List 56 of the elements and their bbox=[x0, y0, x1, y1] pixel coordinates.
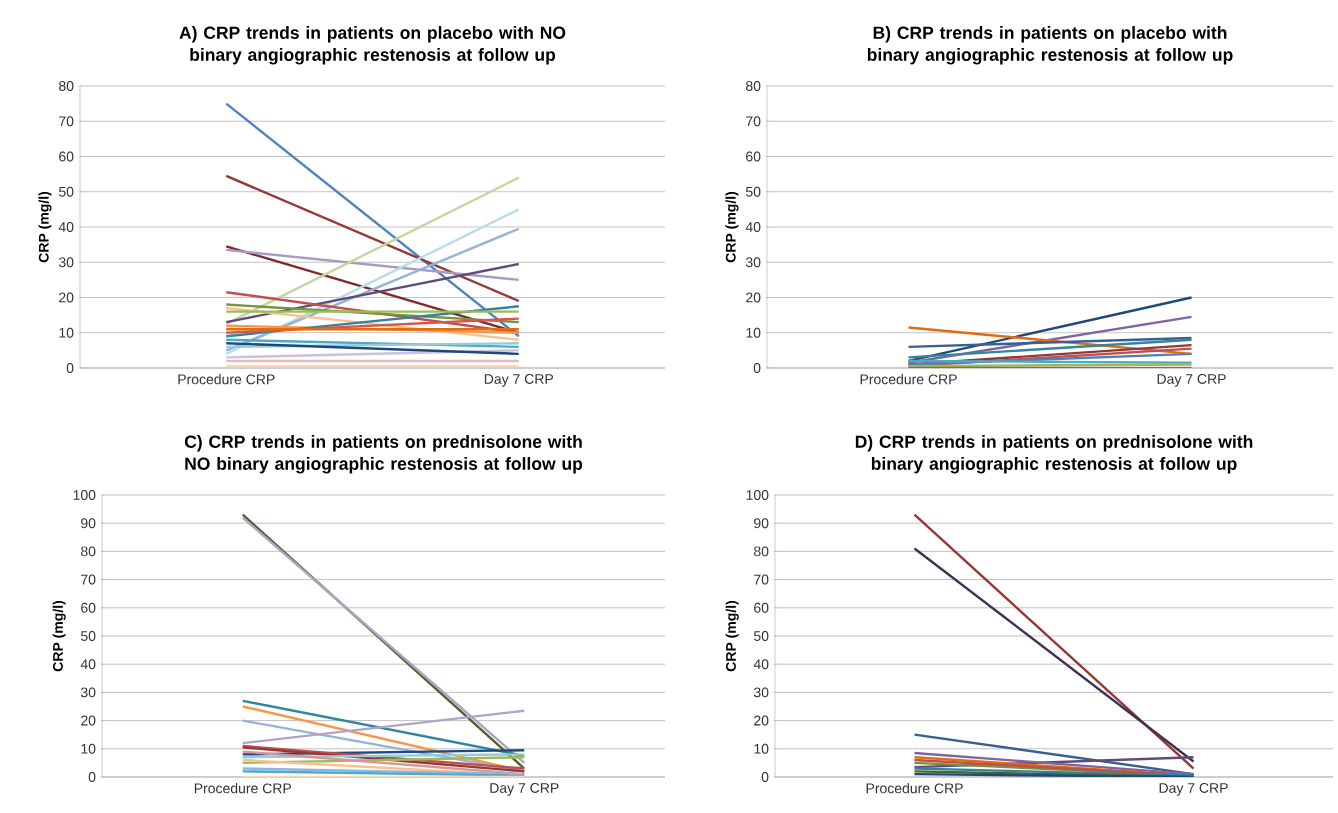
y-tick-label: 10 bbox=[754, 743, 769, 754]
y-axis-title: CRP (mg/l) bbox=[52, 600, 66, 672]
y-tick-label: 50 bbox=[753, 631, 769, 641]
y-tick-label: 30 bbox=[58, 257, 74, 268]
y-tick-label: 0 bbox=[88, 772, 96, 782]
y-tick-label: 10 bbox=[59, 327, 74, 338]
y-axis-title: CRP (mg/l) bbox=[725, 600, 739, 672]
y-tick-label: 80 bbox=[81, 546, 96, 557]
y-tick-label: 30 bbox=[753, 687, 769, 698]
chart-title: C) CRP trends in patients on prednisolone with NO binary angiographic restenosis at follow up bbox=[184, 435, 583, 474]
y-axis-title: CRP (mg/l) bbox=[38, 191, 52, 263]
y-tick-label: 80 bbox=[746, 81, 761, 91]
y-tick-label: 0 bbox=[66, 363, 74, 373]
y-tick-label: 70 bbox=[754, 574, 769, 585]
y-tick-label: 30 bbox=[80, 687, 96, 698]
chart-title: B) CRP trends in patients on placebo with binary angiographic restenosis at follow up bbox=[867, 26, 1233, 65]
chart-title: A) CRP trends in patients on placebo with NO binary angiographic restenosis at follow up bbox=[179, 26, 566, 65]
x-tick-label: Day 7 CRP bbox=[1159, 783, 1228, 796]
y-tick-label: 90 bbox=[81, 518, 96, 529]
y-tick-label: 50 bbox=[58, 186, 74, 197]
y-tick-label: 100 bbox=[73, 490, 96, 500]
x-tick-label: Day 7 CRP bbox=[484, 374, 554, 387]
y-tick-label: 0 bbox=[761, 772, 769, 782]
y-tick-label: 20 bbox=[81, 715, 96, 726]
x-tick-label: Day 7 CRP bbox=[490, 783, 559, 796]
x-tick-label: Procedure CRP bbox=[178, 374, 275, 385]
y-tick-label: 10 bbox=[746, 327, 761, 338]
y-tick-label: 60 bbox=[81, 602, 96, 613]
x-tick-label: Day 7 CRP bbox=[1157, 374, 1226, 387]
y-tick-label: 80 bbox=[59, 81, 74, 91]
y-tick-label: 40 bbox=[58, 222, 74, 232]
y-tick-label: 40 bbox=[753, 659, 769, 670]
y-tick-label: 70 bbox=[81, 574, 96, 585]
chart-title: D) CRP trends in patients on prednisolone with binary angiographic restenosis at follow up bbox=[855, 435, 1253, 474]
y-tick-label: 40 bbox=[80, 659, 96, 670]
y-tick-label: 20 bbox=[746, 292, 761, 303]
y-tick-label: 50 bbox=[80, 631, 96, 641]
y-tick-label: 0 bbox=[753, 363, 761, 373]
y-tick-label: 80 bbox=[754, 546, 769, 557]
y-tick-label: 60 bbox=[59, 151, 74, 162]
y-axis-title: CRP (mg/l) bbox=[725, 191, 739, 263]
y-tick-label: 40 bbox=[745, 222, 761, 232]
y-tick-label: 60 bbox=[754, 602, 769, 613]
y-tick-label: 10 bbox=[81, 743, 96, 754]
x-tick-label: Procedure CRP bbox=[866, 783, 963, 794]
y-tick-label: 20 bbox=[59, 292, 74, 303]
y-tick-label: 70 bbox=[59, 116, 74, 127]
y-tick-label: 30 bbox=[745, 257, 761, 268]
y-tick-label: 20 bbox=[754, 715, 769, 726]
y-tick-label: 60 bbox=[746, 151, 761, 162]
y-tick-label: 70 bbox=[746, 116, 761, 127]
y-tick-label: 100 bbox=[746, 490, 769, 500]
y-tick-label: 50 bbox=[745, 186, 761, 197]
y-tick-label: 90 bbox=[754, 518, 769, 529]
x-tick-label: Procedure CRP bbox=[194, 783, 292, 794]
x-tick-label: Procedure CRP bbox=[860, 374, 957, 385]
